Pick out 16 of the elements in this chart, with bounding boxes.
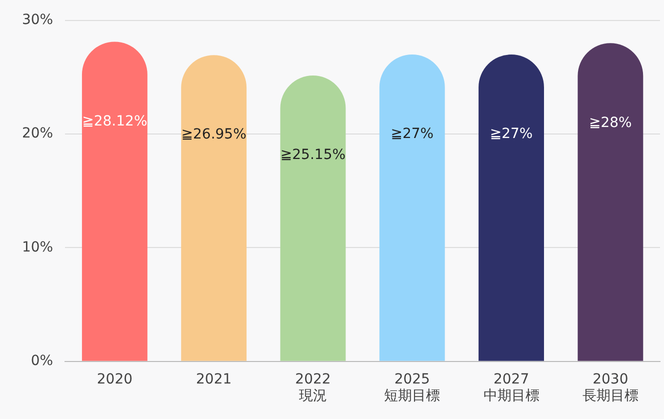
x-tick-label: 2021 xyxy=(196,371,232,388)
y-tick-label: 0% xyxy=(30,353,54,370)
x-tick-label: 2027 中期目標 xyxy=(483,371,540,404)
y-tick-label: 10% xyxy=(22,239,54,256)
data-label: ≧28.12% xyxy=(82,113,148,130)
y-tick-label: 20% xyxy=(22,126,54,142)
data-label: ≧27% xyxy=(490,126,533,142)
data-label: ≧26.95% xyxy=(181,126,246,143)
data-label: ≧28% xyxy=(588,114,632,131)
x-tick-label: 2030 長期目標 xyxy=(582,371,638,404)
x-tick-label: 2020 xyxy=(96,371,133,388)
x-tick-label: 2025 短期目標 xyxy=(384,371,440,404)
x-tick-label: 2022 現況 xyxy=(295,371,331,404)
data-label: ≧25.15% xyxy=(280,147,346,164)
data-label: ≧27% xyxy=(390,126,434,142)
y-tick-label: 30% xyxy=(22,12,54,28)
